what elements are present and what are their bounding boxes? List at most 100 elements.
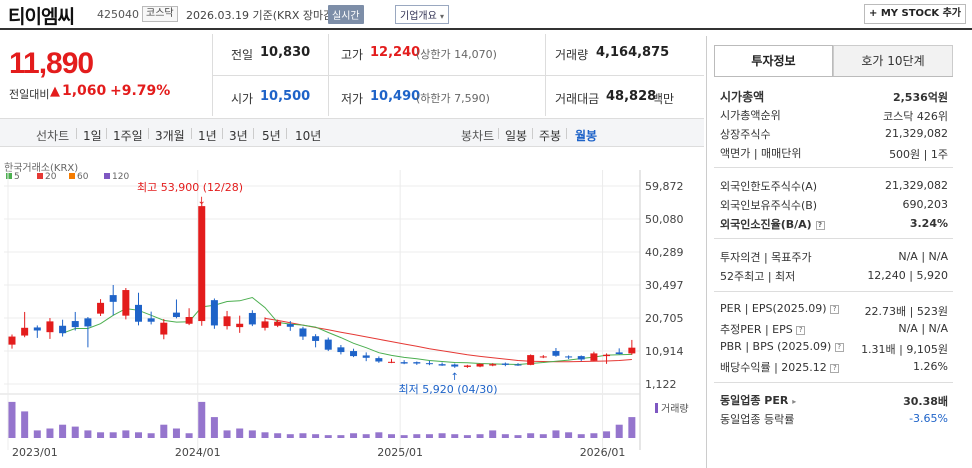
period-1d[interactable]: 1일 [83,129,102,143]
per-value: 22.73배 | 523원 [864,305,948,318]
tab-order-book[interactable]: 호가 10단계 [833,45,953,77]
per-label: PER | EPS(2025.09) [720,302,827,315]
candle-body [590,353,598,361]
y-tick-label: 1,122 [645,378,677,391]
candle-body [223,316,231,327]
amount-value: 48,828 [606,89,657,104]
period-3y[interactable]: 3년 [229,129,248,143]
volume-bar [425,434,433,438]
current-price: 11,890 [9,47,94,80]
period-separator [286,128,287,139]
period-5y[interactable]: 5년 [262,129,281,143]
candle-body [501,363,509,365]
help-icon[interactable]: ? [830,305,840,314]
candle-body [135,304,142,322]
volume-bar [527,433,535,438]
price-diff: 1,060 [62,83,107,99]
help-icon[interactable]: ? [796,326,806,335]
candle-weekly[interactable]: 주봉 [539,129,562,143]
summary-divider [212,75,704,76]
x-axis: 2023/01 2024/01 2025/01 2026/01 [12,446,625,459]
volume-bar [577,434,585,438]
price-chart: 한국거래소(KRX) 5 20 60 120 59,872 50,080 40,28… [0,162,689,459]
period-separator [566,128,567,139]
foreign-limit-label: 외국인한도주식수(A) [720,180,818,193]
candle-body [438,364,446,366]
volume-bar [172,428,180,438]
section-divider [714,167,953,168]
y-tick-label: 30,497 [645,279,684,292]
diff-label: 전일대비 [9,88,50,101]
stock-code: 425040 [97,8,139,21]
volume-bar [413,434,421,438]
up-arrow-icon: ▲ [50,84,60,99]
candle-chart-label: 봉차트 [461,129,495,143]
volume-bar [160,424,168,438]
amount-unit: 백만 [652,92,675,106]
period-1w[interactable]: 1주일 [113,129,143,143]
candle-body [565,356,573,358]
candle-body [59,325,67,334]
industry-rate-value: -3.65% [909,412,948,425]
lower-limit: (하한가 7,590) [416,92,490,105]
candle-body [109,295,117,302]
company-overview-dropdown[interactable]: 기업개요 ▾ [395,5,450,24]
candle-body [147,318,155,322]
par-value-label: 액면가 | 매매단위 [720,147,802,160]
candle-monthly[interactable]: 월봉 [575,129,598,143]
volume-bar [463,435,471,438]
realtime-button[interactable]: 실시간 [328,5,364,24]
high-value: 12,240 [370,45,421,60]
volume-bar [337,435,345,438]
tab-investment-info[interactable]: 투자정보 [714,45,833,77]
listed-shares-label: 상장주식수 [720,128,771,141]
section-divider [714,238,953,239]
candle-body [476,363,484,367]
legend-label-ma20: 20 [45,172,57,182]
volume-bar [324,435,332,438]
legend-label-ma60: 60 [77,172,89,182]
candle-daily[interactable]: 일봉 [505,129,528,143]
prev-close-value: 10,830 [260,45,311,60]
volume-bar [489,430,497,438]
candle-body [425,363,433,365]
amount-label: 거래대금 [555,92,600,106]
ma5-line [62,296,632,366]
pbr-row: PBR | BPS (2025.09) ? [720,340,844,353]
volume-bar [135,432,142,438]
chart-grid [0,170,641,450]
foreign-hold-label: 외국인보유주식수(B) [720,199,818,212]
period-1y[interactable]: 1년 [198,129,217,143]
volume-bar [350,433,358,438]
period-3m[interactable]: 3개월 [155,129,185,143]
volume-bar [71,426,79,438]
help-icon[interactable]: ? [815,221,825,230]
x-tick-label: 2024/01 [175,446,221,459]
y-tick-label: 20,705 [645,312,684,325]
candle-body [172,312,180,318]
help-icon[interactable]: ? [830,364,840,373]
candles [8,203,636,368]
period-separator [498,128,499,139]
annotation-high-arrow-icon: ↓ [198,196,206,207]
est-per-row: 추정PER | EPS ? [720,321,806,337]
y-tick-label: 50,080 [645,213,684,226]
volume-bar [223,430,231,438]
volume-value: 4,164,875 [596,45,670,60]
y-tick-label: 59,872 [645,180,684,193]
add-my-stock-button[interactable]: + MY STOCK 추가 [864,4,966,24]
volume-bar [8,401,16,438]
volume-bar [122,430,130,438]
candle-body [463,365,471,367]
week52-label: 52주최고 | 최저 [720,270,796,283]
candle-body [400,362,408,364]
listed-shares-value: 21,329,082 [885,127,948,140]
exchange-label: 한국거래소(KRX) [4,162,78,174]
legend-swatch-ma20 [37,173,43,179]
volume-bar [248,430,256,438]
help-icon[interactable]: ? [834,343,844,352]
candle-body [286,324,294,327]
period-10y[interactable]: 10년 [295,129,322,143]
candle-body [539,356,547,358]
candle-body [451,364,459,367]
